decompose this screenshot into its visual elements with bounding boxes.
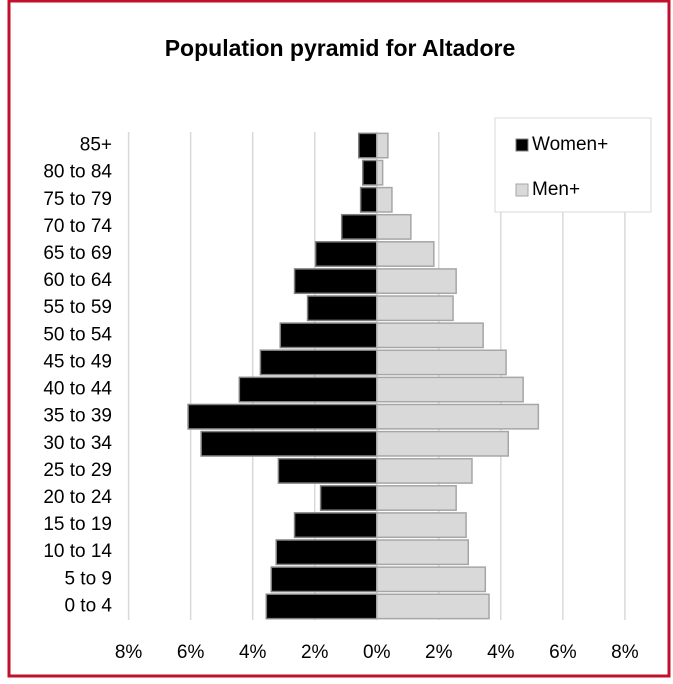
y-tick-label: 70 to 74 xyxy=(43,216,112,237)
x-tick-label: 8% xyxy=(115,642,143,663)
y-tick-label: 35 to 39 xyxy=(43,406,112,427)
bar xyxy=(362,159,378,186)
x-tick-label: 2% xyxy=(425,642,453,663)
bar xyxy=(376,485,457,511)
bar xyxy=(270,566,378,593)
bar xyxy=(359,186,378,213)
bar xyxy=(376,322,484,349)
x-tick-label: 6% xyxy=(177,642,205,663)
bar xyxy=(279,322,378,349)
y-tick-label: 50 to 54 xyxy=(43,324,112,345)
x-tick-label: 0% xyxy=(363,642,391,663)
y-tick-label: 40 to 44 xyxy=(43,379,112,400)
bar xyxy=(376,430,510,457)
bar xyxy=(376,213,412,240)
bar xyxy=(376,403,540,430)
bar xyxy=(376,186,393,213)
y-tick-label: 5 to 9 xyxy=(64,568,112,589)
y-tick-label: 30 to 34 xyxy=(43,433,112,454)
bar xyxy=(376,268,457,295)
y-tick-label: 15 to 19 xyxy=(43,514,112,535)
x-tick-label: 2% xyxy=(301,642,329,663)
x-tick-label: 4% xyxy=(239,642,267,663)
y-tick-label: 85+ xyxy=(80,135,112,156)
y-tick-label: 0 to 4 xyxy=(64,595,112,616)
y-tick-label: 75 to 79 xyxy=(43,189,112,210)
bar xyxy=(340,213,378,240)
bar xyxy=(259,349,378,376)
bar xyxy=(376,593,490,620)
bar xyxy=(358,132,378,159)
bar xyxy=(376,349,507,376)
y-tick-label: 10 to 14 xyxy=(43,541,112,562)
chart-title: Population pyramid for Altadore xyxy=(165,35,516,61)
y-tick-label: 65 to 69 xyxy=(43,243,112,264)
legend-box xyxy=(494,117,652,213)
x-tick-label: 6% xyxy=(549,642,577,663)
legend-label: Men+ xyxy=(532,179,580,200)
y-tick-label: 80 to 84 xyxy=(43,162,112,183)
bar xyxy=(277,457,378,484)
bar xyxy=(376,512,467,539)
bar xyxy=(265,593,378,620)
bar xyxy=(376,566,487,593)
bar xyxy=(319,485,378,511)
x-tick-label: 4% xyxy=(487,642,515,663)
legend-swatch xyxy=(515,138,529,152)
bar xyxy=(293,512,378,539)
bar xyxy=(306,295,378,322)
y-tick-label: 45 to 49 xyxy=(43,351,112,372)
bar xyxy=(238,376,378,403)
y-tick-label: 20 to 24 xyxy=(43,487,112,508)
y-tick-label: 60 to 64 xyxy=(43,270,112,291)
bar xyxy=(376,159,384,186)
bar xyxy=(293,268,378,295)
y-tick-label: 55 to 59 xyxy=(43,297,112,318)
bar xyxy=(376,539,470,566)
x-tick-label: 8% xyxy=(611,642,639,663)
legend-label: Women+ xyxy=(532,134,608,155)
bar xyxy=(200,430,378,457)
bar xyxy=(376,295,454,322)
y-tick-label: 25 to 29 xyxy=(43,460,112,481)
bar xyxy=(376,376,524,403)
legend-swatch xyxy=(515,183,529,197)
bar xyxy=(376,132,389,159)
bar xyxy=(314,241,378,267)
bar xyxy=(275,539,378,566)
bar xyxy=(376,241,435,267)
bar xyxy=(187,403,378,430)
bar xyxy=(376,457,473,484)
